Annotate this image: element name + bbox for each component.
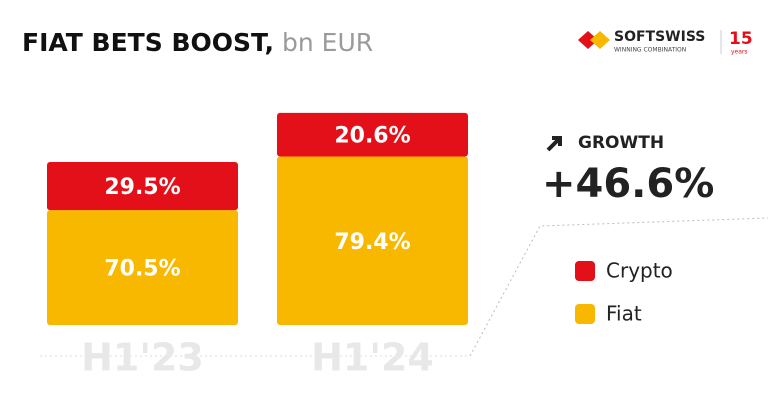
logo-years-label: years [731, 49, 748, 56]
bar-segment [277, 156, 468, 325]
logo-years: 15 [729, 29, 753, 49]
growth-label: GROWTH [578, 133, 664, 153]
bar-segment [277, 112, 468, 157]
bar-segment [47, 210, 238, 325]
logo: SOFTSWISS WINNING COMBINATION 15 years [578, 29, 753, 56]
title-unit: bn EUR [282, 28, 373, 57]
x-tick-label: H1'23 [81, 336, 204, 380]
growth-arrow [546, 136, 562, 152]
legend-label: Crypto [606, 259, 673, 283]
data-label: 20.6% [334, 124, 410, 149]
logo-mark [578, 31, 598, 49]
bar-segment [47, 162, 238, 211]
logo-tagline: WINNING COMBINATION [614, 47, 686, 54]
data-label: 70.5% [104, 257, 180, 282]
legend-swatch [575, 304, 595, 324]
growth-value: +46.6% [542, 161, 714, 207]
logo-mark [590, 31, 610, 49]
legend-label: Fiat [606, 302, 642, 326]
legend-swatch [575, 261, 595, 281]
x-tick-label: H1'24 [311, 336, 434, 380]
title-main: FIAT BETS BOOST, [22, 28, 274, 57]
chart-title: FIAT BETS BOOST, bn EUR [22, 28, 373, 57]
data-label: 29.5% [104, 175, 180, 200]
logo-name: SOFTSWISS [614, 29, 705, 45]
data-label: 79.4% [334, 230, 410, 255]
